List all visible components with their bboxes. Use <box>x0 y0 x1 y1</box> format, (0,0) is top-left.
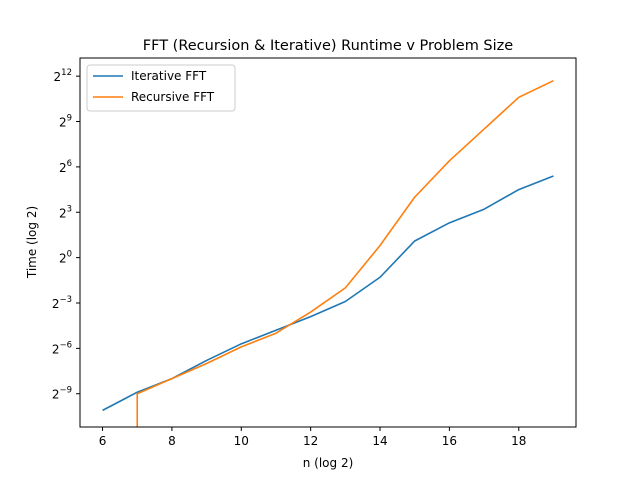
y-tick-label: 26 <box>59 159 72 175</box>
legend-box <box>86 64 236 112</box>
x-axis: 6 8 10 12 14 16 18 <box>99 427 526 448</box>
x-tick-label: 18 <box>511 434 526 448</box>
y-axis-label: Time (log 2) <box>25 206 39 279</box>
y-tick-label: 29 <box>59 114 72 130</box>
x-tick-label: 10 <box>234 434 249 448</box>
series-line-recursive <box>136 79 554 427</box>
legend-label-iterative: Iterative FFT <box>131 69 207 83</box>
x-tick-label: 8 <box>168 434 176 448</box>
legend: Iterative FFT Recursive FFT <box>86 64 236 112</box>
series-lines <box>102 79 554 427</box>
y-tick-label: 23 <box>59 204 72 220</box>
x-tick-label: 14 <box>372 434 387 448</box>
legend-label-recursive: Recursive FFT <box>131 90 215 104</box>
x-tick-label: 12 <box>303 434 318 448</box>
y-tick-label: 2−6 <box>52 340 72 356</box>
x-tick-label: 6 <box>99 434 107 448</box>
chart-title: FFT (Recursion & Iterative) Runtime v Pr… <box>143 38 513 54</box>
y-tick-label: 20 <box>59 250 72 266</box>
x-axis-label: n (log 2) <box>303 456 354 470</box>
y-tick-label: 2−3 <box>52 295 72 311</box>
y-tick-label: 2−9 <box>52 386 72 402</box>
plot-frame <box>79 57 577 428</box>
y-tick-label: 212 <box>54 68 72 84</box>
y-axis: 2−9 2−6 2−3 20 23 26 29 212 <box>52 68 80 402</box>
x-tick-label: 16 <box>442 434 457 448</box>
